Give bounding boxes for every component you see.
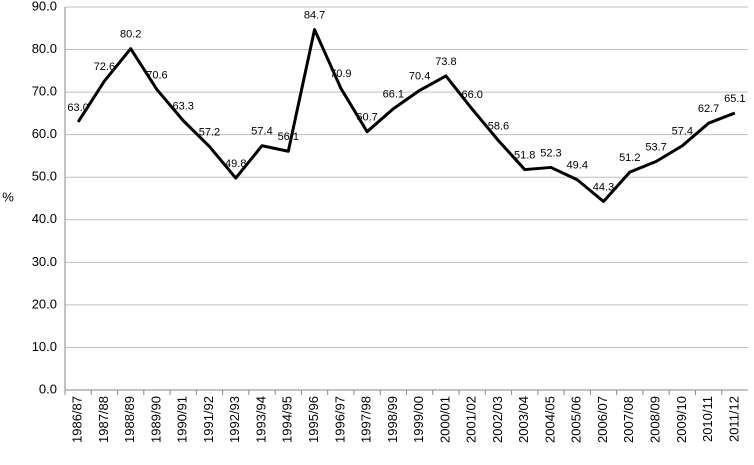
x-tick-label: 2002/03 [490, 396, 505, 443]
x-tick-label: 1987/88 [96, 396, 111, 443]
y-tick-label: 30.0 [32, 254, 57, 269]
value-label: 80.2 [120, 29, 141, 41]
x-tick-label: 2007/08 [621, 396, 636, 443]
value-label: 49.8 [225, 158, 246, 170]
y-tick-label: 90.0 [32, 0, 57, 13]
x-tick-label: 1992/93 [227, 396, 242, 443]
value-label: 57.2 [199, 126, 220, 138]
x-tick-label: 1999/00 [411, 396, 426, 443]
y-tick-label: 40.0 [32, 211, 57, 226]
x-tick-label: 2006/07 [595, 396, 610, 443]
x-tick-label: 1995/96 [306, 396, 321, 443]
x-tick-label: 2010/11 [700, 396, 715, 442]
value-label: 53.7 [645, 141, 666, 153]
value-label: 84.7 [304, 9, 325, 21]
value-label: 44.3 [593, 181, 614, 193]
value-label: 58.6 [488, 121, 509, 133]
x-tick-label: 1986/87 [70, 396, 85, 443]
x-tick-label: 2000/01 [437, 396, 452, 443]
value-label: 57.4 [251, 126, 272, 138]
value-label: 66.0 [461, 89, 482, 101]
y-tick-label: 50.0 [32, 169, 57, 184]
value-label: 60.7 [356, 112, 377, 124]
value-label: 52.3 [540, 147, 561, 159]
value-label: 51.8 [514, 149, 535, 161]
x-tick-label: 1998/99 [385, 396, 400, 443]
value-label: 49.4 [567, 160, 588, 172]
x-tick-label: 1989/90 [148, 396, 163, 443]
y-axis-label: % [2, 189, 14, 204]
x-tick-label: 1991/92 [201, 396, 216, 443]
value-label: 62.7 [698, 103, 719, 115]
x-tick-label: 2004/05 [542, 396, 557, 443]
value-label: 70.9 [330, 68, 351, 80]
x-tick-label: 1996/97 [332, 396, 347, 443]
x-tick-label: 2005/06 [569, 396, 584, 443]
value-label: 56.1 [278, 131, 299, 143]
y-tick-label: 70.0 [32, 84, 57, 99]
x-tick-label: 1993/94 [253, 396, 268, 443]
x-tick-label: 1988/89 [122, 396, 137, 443]
value-label: 72.6 [94, 61, 115, 73]
value-label: 70.4 [409, 70, 430, 82]
value-label: 57.4 [672, 126, 693, 138]
value-label: 70.6 [146, 69, 167, 81]
x-tick-label: 2001/02 [464, 396, 479, 443]
y-tick-label: 20.0 [32, 296, 57, 311]
value-label: 51.2 [619, 152, 640, 164]
x-tick-label: 2003/04 [516, 396, 531, 443]
value-label: 63.3 [173, 101, 194, 113]
x-tick-label: 2009/10 [674, 396, 689, 443]
value-label: 66.1 [383, 89, 404, 101]
x-tick-label: 2011/12 [726, 396, 741, 442]
value-label: 65.1 [724, 93, 745, 105]
y-tick-label: 60.0 [32, 126, 57, 141]
x-tick-label: 1997/98 [359, 396, 374, 443]
line [76, 28, 736, 203]
value-label: 73.8 [435, 56, 456, 68]
value-label: 63.0 [67, 102, 88, 114]
y-tick-label: 80.0 [32, 41, 57, 56]
y-tick-label: 10.0 [32, 339, 57, 354]
x-tick-label: 2008/09 [647, 396, 662, 443]
y-tick-label: 0.0 [39, 381, 57, 396]
x-tick-label: 1990/91 [175, 396, 190, 443]
x-tick-label: 1994/95 [280, 396, 295, 443]
